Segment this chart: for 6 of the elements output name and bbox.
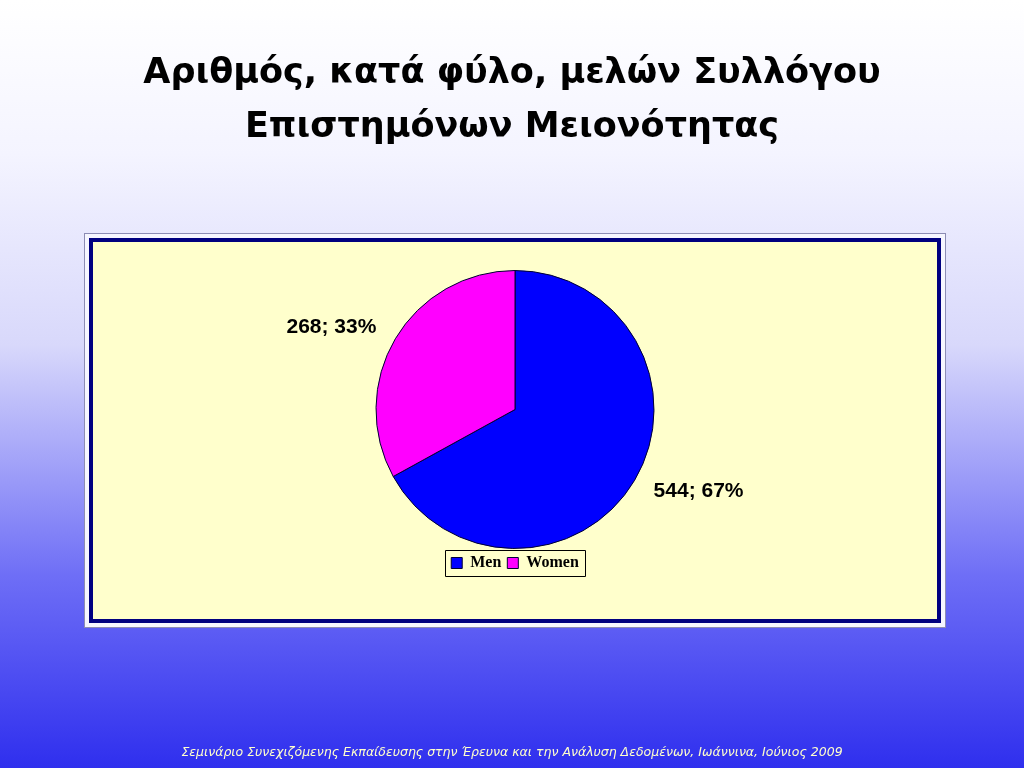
legend-label: Women xyxy=(526,553,579,571)
text: Σεμινάριο Συνεχιζόμενης Εκπαίδευσης στην Έρευνα και την Ανάλυση Δεδομένων, Ιωάννινα, Ιούνιος 2009 xyxy=(180,744,844,759)
chart-title: Αριθμός, κατά φύλο, μελών Συλλόγου Επιστημόνων Μειονότητας xyxy=(142,50,882,147)
data-label: 544; 67% xyxy=(653,478,744,502)
data-label: 268; 33% xyxy=(286,314,377,338)
legend-label: Men xyxy=(470,553,502,571)
